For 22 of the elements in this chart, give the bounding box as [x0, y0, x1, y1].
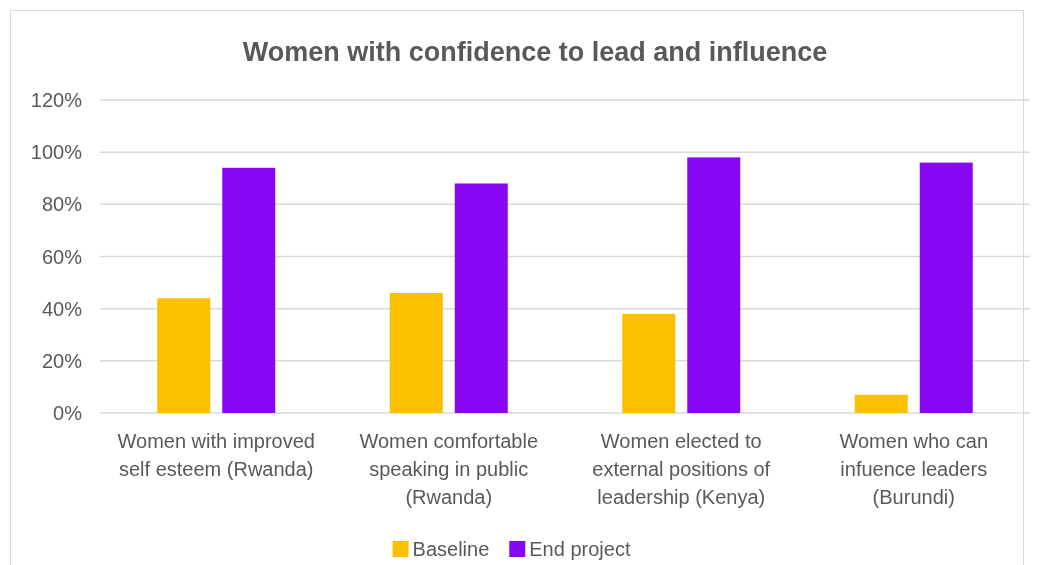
y-tick-label: 120%	[30, 89, 83, 111]
bar	[919, 162, 973, 413]
x-tick-label: Women elected to external positions of leadership (Kenya)	[592, 430, 771, 508]
legend-label: End project	[529, 538, 631, 560]
y-tick-label: 100%	[30, 141, 83, 164]
y-tick-label: 20%	[41, 349, 83, 372]
x-tick-label: Women comfortable speaking in public (Rwanda)	[359, 430, 539, 508]
y-tick-label: 40%	[41, 297, 83, 320]
bar	[622, 313, 676, 413]
x-tick-label: Women who can infuence leaders (Burundi)	[839, 430, 989, 508]
y-tick-label: 80%	[41, 193, 83, 216]
bar	[687, 157, 741, 413]
bar	[157, 298, 211, 413]
bar	[854, 394, 908, 413]
legend-label: Baseline	[412, 538, 490, 560]
y-tick-label: 0%	[53, 402, 83, 424]
bar	[222, 167, 276, 413]
y-tick-label: 60%	[41, 245, 83, 268]
bar	[389, 293, 443, 413]
chart-title: Women with confidence to lead and influence	[242, 37, 828, 67]
x-tick-label: Women with improved self esteem (Rwanda)	[117, 430, 315, 480]
bar	[454, 183, 508, 413]
